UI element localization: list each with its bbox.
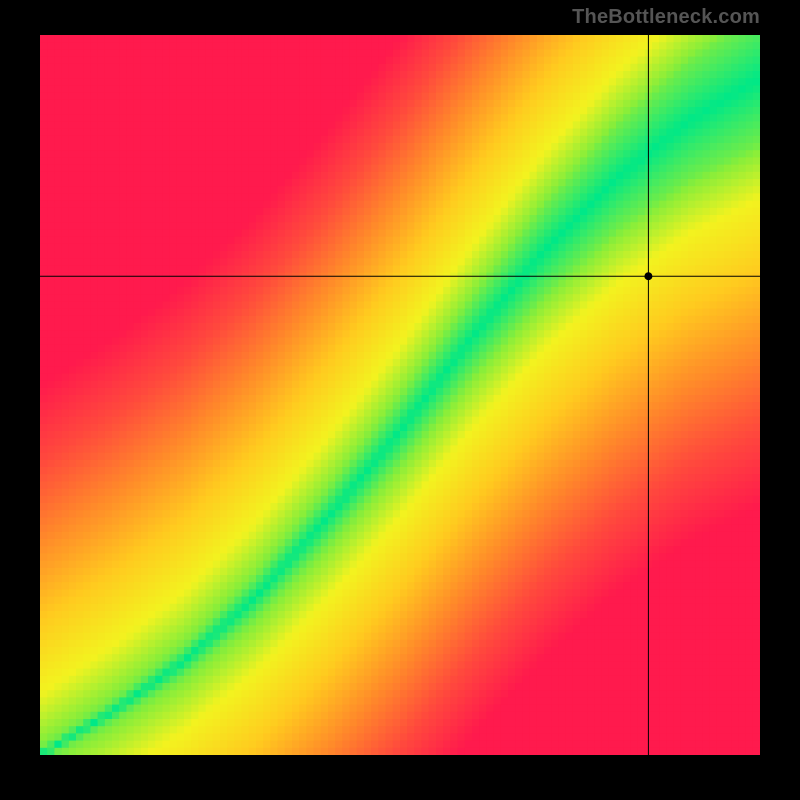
chart-container: TheBottleneck.com [0,0,800,800]
watermark-text: TheBottleneck.com [572,6,760,29]
bottleneck-heatmap [40,35,760,755]
